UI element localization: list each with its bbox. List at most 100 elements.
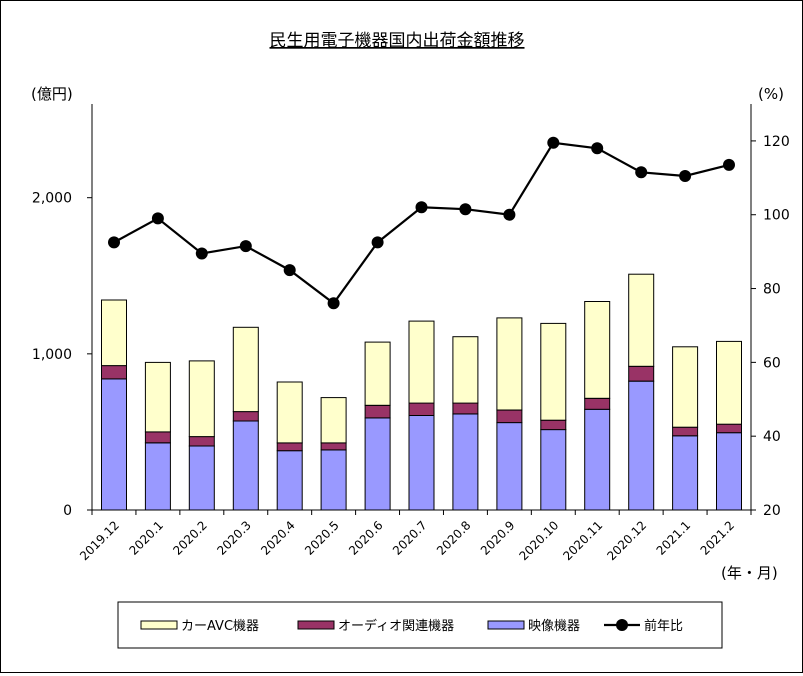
- bar-オーディオ関連機器-2020.9: [496, 409, 523, 424]
- bar-カーAVC機器-2021.1: [672, 346, 699, 428]
- bar-映像機器-2021.2: [716, 432, 742, 511]
- legend-label-オーディオ関連機器: オーディオ関連機器: [338, 618, 454, 634]
- point-前年比-2020.9: [503, 208, 516, 221]
- bar-オーディオ関連機器-2019.12: [101, 365, 127, 380]
- bar-映像機器-2020.5: [320, 449, 347, 511]
- bar-カーAVC機器-2020.10: [540, 322, 567, 421]
- right-tick-label: 80: [763, 282, 781, 298]
- bar-映像機器-2020.1: [144, 442, 171, 511]
- point-前年比-2020.4: [283, 264, 296, 277]
- x-tick-label: 2020.10: [516, 518, 561, 563]
- bar-layer: [101, 273, 742, 511]
- right-tick-label: 60: [763, 355, 781, 371]
- bar-オーディオ関連機器-2020.1: [144, 431, 171, 444]
- x-tick-label: 2020.5: [302, 518, 342, 558]
- x-tick-label: 2020.4: [258, 518, 298, 558]
- legend-swatch-カーAVC機器: [140, 620, 178, 630]
- bar-オーディオ関連機器-2020.2: [188, 436, 215, 447]
- x-tick-label: 2020.7: [390, 518, 430, 558]
- bar-オーディオ関連機器-2020.6: [364, 404, 391, 419]
- right-axis-unit: (%): [758, 85, 784, 103]
- bar-カーAVC機器-2020.9: [496, 317, 523, 411]
- left-tick-label: 1,000: [32, 347, 72, 363]
- bar-カーAVC機器-2020.2: [188, 360, 215, 438]
- axes-layer: 0 1,000 2,000 20 40 60 80 100 120: [32, 104, 790, 519]
- legend-swatch-映像機器: [487, 620, 525, 630]
- right-tick-label: 40: [763, 429, 781, 445]
- point-前年比-2021.2: [723, 158, 735, 171]
- bar-映像機器-2020.6: [364, 417, 391, 511]
- bar-映像機器-2020.3: [232, 420, 259, 511]
- bar-映像機器-2020.8: [452, 413, 479, 511]
- x-tick-label: 2021.2: [698, 518, 738, 558]
- bar-カーAVC機器-2020.7: [408, 320, 435, 404]
- point-前年比-2020.8: [459, 203, 472, 216]
- bar-オーディオ関連機器-2021.2: [716, 423, 742, 434]
- bar-カーAVC機器-2020.1: [144, 361, 171, 433]
- point-前年比-2020.1: [151, 212, 164, 225]
- x-tick-label: 2020.1: [126, 518, 166, 558]
- bar-オーディオ関連機器-2020.5: [320, 442, 347, 451]
- x-axis-unit: (年・月): [721, 564, 778, 582]
- legend-swatch-オーディオ関連機器: [297, 620, 335, 630]
- bar-映像機器-2020.11: [584, 408, 611, 511]
- bar-カーAVC機器-2020.4: [276, 381, 303, 444]
- bar-映像機器-2020.2: [188, 445, 215, 511]
- x-tick-labels: 2019.12 2020.1 2020.2 2020.3 2020.4 2020.5 202…: [77, 518, 737, 563]
- bar-カーAVC機器-2020.12: [628, 273, 655, 367]
- bar-オーディオ関連機器-2020.11: [584, 397, 611, 410]
- point-前年比-2020.3: [239, 240, 252, 253]
- x-tick-label: 2020.12: [604, 518, 649, 563]
- point-前年比-2020.12: [635, 166, 648, 179]
- point-前年比-2019.12: [108, 236, 120, 249]
- bar-カーAVC機器-2020.3: [232, 326, 259, 413]
- x-tick-label: 2019.12: [77, 518, 122, 563]
- point-前年比-2020.7: [415, 201, 428, 214]
- bar-オーディオ関連機器-2020.12: [628, 365, 655, 382]
- bar-カーAVC機器-2020.11: [584, 301, 611, 399]
- bar-映像機器-2020.10: [540, 429, 567, 511]
- chart-title: 民生用電子機器国内出荷金額推移: [270, 31, 525, 51]
- left-axis-unit: (億円): [31, 85, 73, 103]
- x-tick-label: 2021.1: [654, 518, 694, 558]
- left-tick-label: 2,000: [32, 191, 72, 207]
- right-tick-label: 20: [763, 503, 781, 519]
- point-前年比-2020.6: [371, 236, 384, 249]
- bar-オーディオ関連機器-2021.1: [672, 426, 699, 437]
- bar-カーAVC機器-2021.2: [716, 340, 742, 425]
- x-tick-label: 2020.2: [170, 518, 210, 558]
- point-前年比-2020.5: [327, 297, 340, 310]
- legend-label-カーAVC機器: カーAVC機器: [181, 619, 259, 634]
- legend-label-映像機器: 映像機器: [528, 619, 580, 634]
- line-layer: [108, 136, 735, 310]
- bar-カーAVC機器-2020.6: [364, 341, 391, 406]
- right-tick-label: 120: [763, 134, 790, 150]
- bar-カーAVC機器-2020.8: [452, 336, 479, 404]
- bar-オーディオ関連機器-2020.7: [408, 402, 435, 416]
- legend-marker-前年比: [616, 619, 628, 631]
- bar-映像機器-2020.4: [276, 450, 303, 511]
- bar-オーディオ関連機器-2020.8: [452, 402, 479, 415]
- x-tick-label: 2020.8: [434, 518, 474, 558]
- bar-映像機器-2021.1: [672, 435, 699, 511]
- point-前年比-2020.11: [591, 142, 604, 155]
- point-前年比-2021.1: [679, 170, 692, 182]
- point-前年比-2020.10: [547, 136, 560, 149]
- bar-オーディオ関連機器-2020.10: [540, 419, 567, 431]
- x-tick-label: 2020.11: [560, 518, 605, 563]
- bar-映像機器-2019.12: [101, 378, 127, 511]
- x-tick-label: 2020.9: [478, 518, 518, 558]
- legend: カーAVC機器 オーディオ関連機器 映像機器 前年比: [117, 601, 723, 649]
- bar-カーAVC機器-2019.12: [101, 299, 127, 367]
- left-tick-label: 0: [63, 503, 72, 519]
- bar-カーAVC機器-2020.5: [320, 397, 347, 444]
- point-前年比-2020.2: [195, 247, 208, 260]
- x-tick-label: 2020.3: [214, 518, 254, 558]
- legend-label-前年比: 前年比: [644, 618, 683, 634]
- bar-映像機器-2020.7: [408, 415, 435, 511]
- bar-オーディオ関連機器-2020.3: [232, 411, 259, 422]
- bar-オーディオ関連機器-2020.4: [276, 442, 303, 452]
- right-tick-label: 100: [763, 208, 790, 224]
- bar-映像機器-2020.9: [496, 422, 523, 511]
